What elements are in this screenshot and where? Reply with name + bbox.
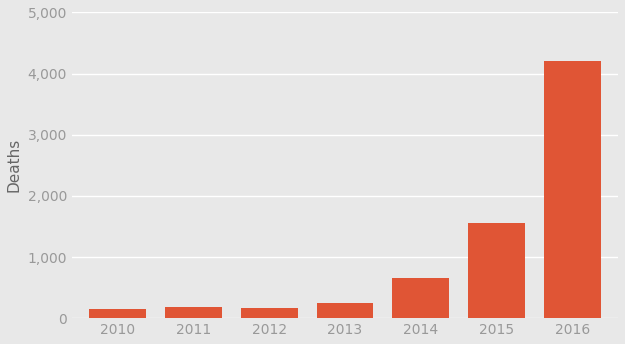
Y-axis label: Deaths: Deaths bbox=[7, 138, 22, 192]
Bar bbox=[544, 61, 601, 318]
Bar bbox=[241, 309, 298, 318]
Bar bbox=[165, 307, 222, 318]
Bar bbox=[316, 303, 373, 318]
Bar bbox=[392, 278, 449, 318]
Bar bbox=[89, 309, 146, 318]
Bar bbox=[468, 223, 525, 318]
